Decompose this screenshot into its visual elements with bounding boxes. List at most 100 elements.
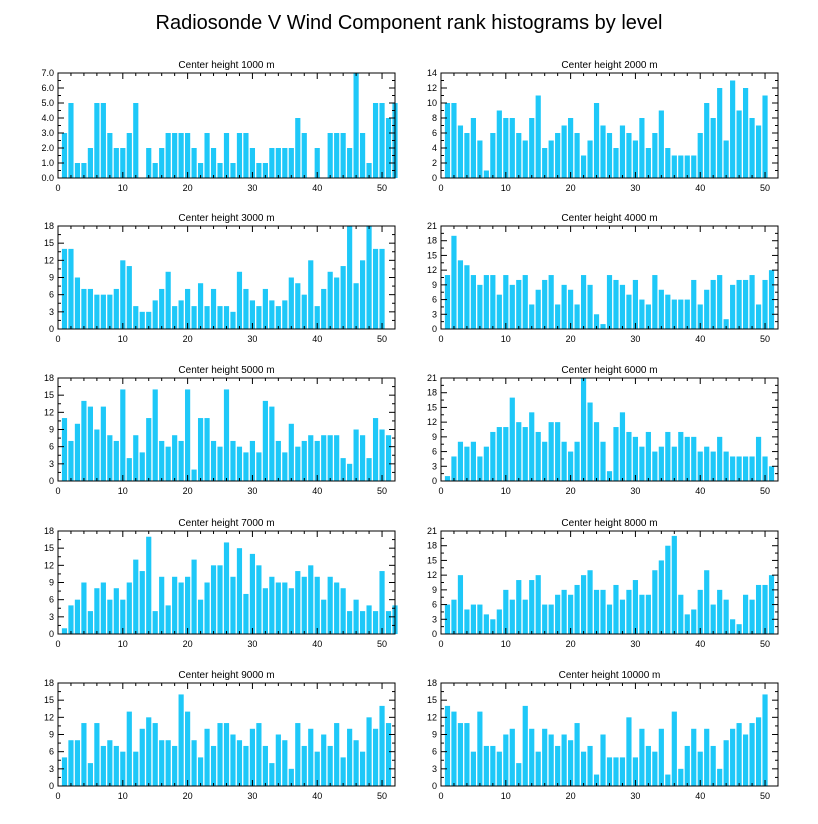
bar <box>529 118 535 178</box>
bar <box>587 745 593 786</box>
bar <box>172 435 178 481</box>
bar <box>295 571 301 634</box>
bar <box>457 723 464 786</box>
y-tick-label: 7.0 <box>41 68 54 78</box>
bar <box>444 705 451 786</box>
bar <box>691 436 697 481</box>
bar <box>542 604 548 634</box>
bar <box>529 728 535 786</box>
bar <box>126 133 132 178</box>
bar <box>230 163 236 178</box>
bar <box>470 441 476 481</box>
bar <box>684 155 690 178</box>
bar <box>516 580 522 634</box>
y-tick-label: 15 <box>44 543 54 553</box>
y-tick-label: 6.0 <box>41 83 54 93</box>
bar <box>334 133 340 178</box>
bar <box>749 118 755 178</box>
bar <box>749 723 755 786</box>
bar <box>613 279 619 329</box>
bar <box>580 751 587 786</box>
bar <box>535 575 541 634</box>
bar <box>191 559 197 634</box>
bar <box>529 304 535 329</box>
bar <box>535 95 541 178</box>
y-tick-label: 3 <box>49 612 54 622</box>
bar <box>451 456 457 481</box>
bar <box>159 148 165 178</box>
bar <box>133 751 139 786</box>
bar <box>360 435 366 481</box>
x-tick-label: 50 <box>760 486 770 496</box>
bar <box>457 575 464 634</box>
bar <box>81 288 87 329</box>
bar <box>185 576 191 634</box>
bar <box>522 599 528 634</box>
bar <box>74 740 81 786</box>
bar <box>678 299 684 329</box>
bar <box>249 148 256 178</box>
bar <box>606 604 613 634</box>
x-tick-label: 20 <box>183 486 193 496</box>
bar <box>736 110 742 178</box>
bar <box>593 589 600 634</box>
bar <box>282 452 288 481</box>
bar <box>568 740 574 786</box>
bar <box>658 728 664 786</box>
y-tick-label: 0 <box>49 324 54 334</box>
y-tick-label: 0 <box>49 476 54 486</box>
y-tick-label: 1.0 <box>41 158 54 168</box>
bar <box>269 148 275 178</box>
bar <box>301 294 307 329</box>
bar <box>593 422 600 481</box>
bar <box>165 133 171 178</box>
y-tick-label: 9 <box>432 280 437 290</box>
bar <box>256 723 262 786</box>
y-tick-label: 3 <box>49 459 54 469</box>
bar <box>185 133 191 178</box>
bar <box>652 451 658 481</box>
bar <box>652 570 658 634</box>
bar <box>301 576 307 634</box>
bar <box>730 284 736 329</box>
y-tick-label: 9 <box>49 578 54 588</box>
bar <box>645 431 651 481</box>
bar <box>730 619 736 634</box>
bar <box>587 570 593 634</box>
bar <box>126 582 132 634</box>
bar <box>288 148 294 178</box>
bar <box>464 723 470 786</box>
bar <box>360 260 366 329</box>
panel-3: Center height 3000 m 0 10 20 30 40 50 0 3 6 9 12 15 1… <box>44 213 396 344</box>
bar <box>561 284 567 329</box>
bar <box>152 300 158 329</box>
bar <box>262 745 268 786</box>
bar <box>204 306 210 329</box>
bar <box>321 599 327 634</box>
bar <box>762 95 768 178</box>
y-tick-label: 5.0 <box>41 98 54 108</box>
y-tick-label: 12 <box>44 407 54 417</box>
bar <box>768 575 775 634</box>
bar <box>542 441 548 481</box>
y-tick-label: 12 <box>427 570 437 580</box>
bar <box>360 611 366 634</box>
bar <box>496 751 502 786</box>
bar <box>340 757 346 786</box>
panel-title: Center height 4000 m <box>561 213 657 224</box>
x-tick-label: 30 <box>630 183 640 193</box>
bar <box>68 605 74 634</box>
bar <box>483 170 489 178</box>
y-tick-label: 15 <box>427 695 437 705</box>
bar <box>74 163 81 178</box>
bar <box>301 133 307 178</box>
bar <box>61 133 68 178</box>
y-tick-label: 6 <box>432 447 437 457</box>
bar <box>613 584 619 634</box>
bar <box>210 288 217 329</box>
bar <box>755 304 762 329</box>
bar <box>509 728 515 786</box>
bar <box>736 279 742 329</box>
bar <box>126 711 132 786</box>
bar <box>139 452 145 481</box>
